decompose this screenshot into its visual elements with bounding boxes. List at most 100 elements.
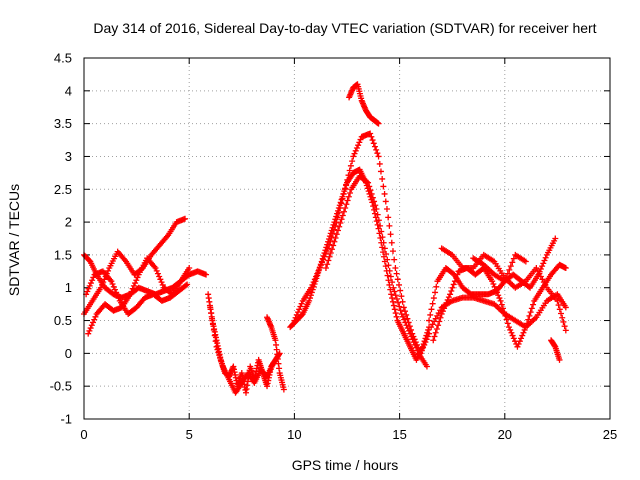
data-point [367,187,374,194]
data-point [182,282,189,289]
data-point [99,281,106,288]
x-tick-labels: 0 5 10 15 20 25 [80,427,617,442]
y-tick-label: 1 [65,280,72,295]
data-point [308,284,315,291]
data-point [186,265,193,272]
data-point [336,223,343,230]
data-point [298,300,305,307]
data-point [560,318,567,325]
data-point [437,314,444,321]
data-point [209,321,216,328]
series-track-13 [430,261,569,350]
data-point [526,312,533,319]
data-point [110,283,117,290]
data-point [352,147,359,154]
data-point [338,216,345,223]
data-point [510,255,517,262]
series-track-17 [548,337,563,363]
data-point [380,239,387,246]
data-point [430,337,437,344]
data-point [159,281,166,288]
data-point [340,208,347,215]
data-point [527,309,534,316]
data-point [209,315,216,322]
data-point [510,335,517,342]
data-point [105,267,112,274]
data-point [344,176,351,183]
data-point [334,227,341,234]
data-point [327,237,334,244]
data-point [369,137,376,144]
data-point [345,172,352,179]
data-point [181,215,188,222]
data-point [380,183,387,190]
data-point [101,276,108,283]
data-point [369,194,376,201]
data-point [297,303,304,310]
series-track-15 [438,245,569,334]
y-tick-label: 0 [65,346,72,361]
data-point [390,302,397,309]
data-point [506,324,513,331]
data-point [309,281,316,288]
data-point [447,291,454,298]
data-point [389,298,396,305]
data-point [496,295,503,302]
data-point [156,273,163,280]
data-point [366,183,373,190]
data-point [507,326,514,333]
data-point [385,277,392,284]
data-point [556,306,563,313]
data-point [214,346,221,353]
data-point [114,292,121,299]
data-point [423,336,430,343]
data-point [86,327,93,334]
data-point [87,280,94,287]
data-point [331,226,338,233]
data-point [436,318,443,325]
series-track-2 [81,215,188,317]
data-point [280,386,287,393]
data-point [207,304,214,311]
data-point [509,259,516,266]
data-point [368,190,375,197]
data-point [411,341,418,348]
data-point [134,274,141,281]
data-point [530,301,537,308]
data-point [371,143,378,150]
data-point [325,257,332,264]
data-point [522,258,529,265]
data-point [428,306,435,313]
x-tick-label: 10 [287,427,301,442]
data-point [109,280,116,287]
data-point [316,265,323,272]
data-point [332,222,339,229]
data-point [216,352,223,359]
data-point [389,295,396,302]
data-point [377,168,384,175]
data-point [355,142,362,149]
data-point [395,281,402,288]
data-point [322,265,329,272]
data-point [432,289,439,296]
data-point [91,316,98,323]
data-point [559,314,566,321]
data-point [377,222,384,229]
data-point [379,244,386,251]
data-point [408,333,415,340]
data-point [323,248,330,255]
data-point [328,246,335,253]
y-tick-label: 0.5 [54,313,72,328]
data-point [379,175,386,182]
data-point [384,256,391,263]
data-point [353,145,360,152]
data-point [432,329,439,336]
data-point [562,265,569,272]
data-point [414,347,421,354]
data-point [501,278,508,285]
data-point [422,339,429,346]
data-point [326,241,333,248]
data-point [393,313,400,320]
data-point [213,343,220,350]
data-point [322,250,329,257]
